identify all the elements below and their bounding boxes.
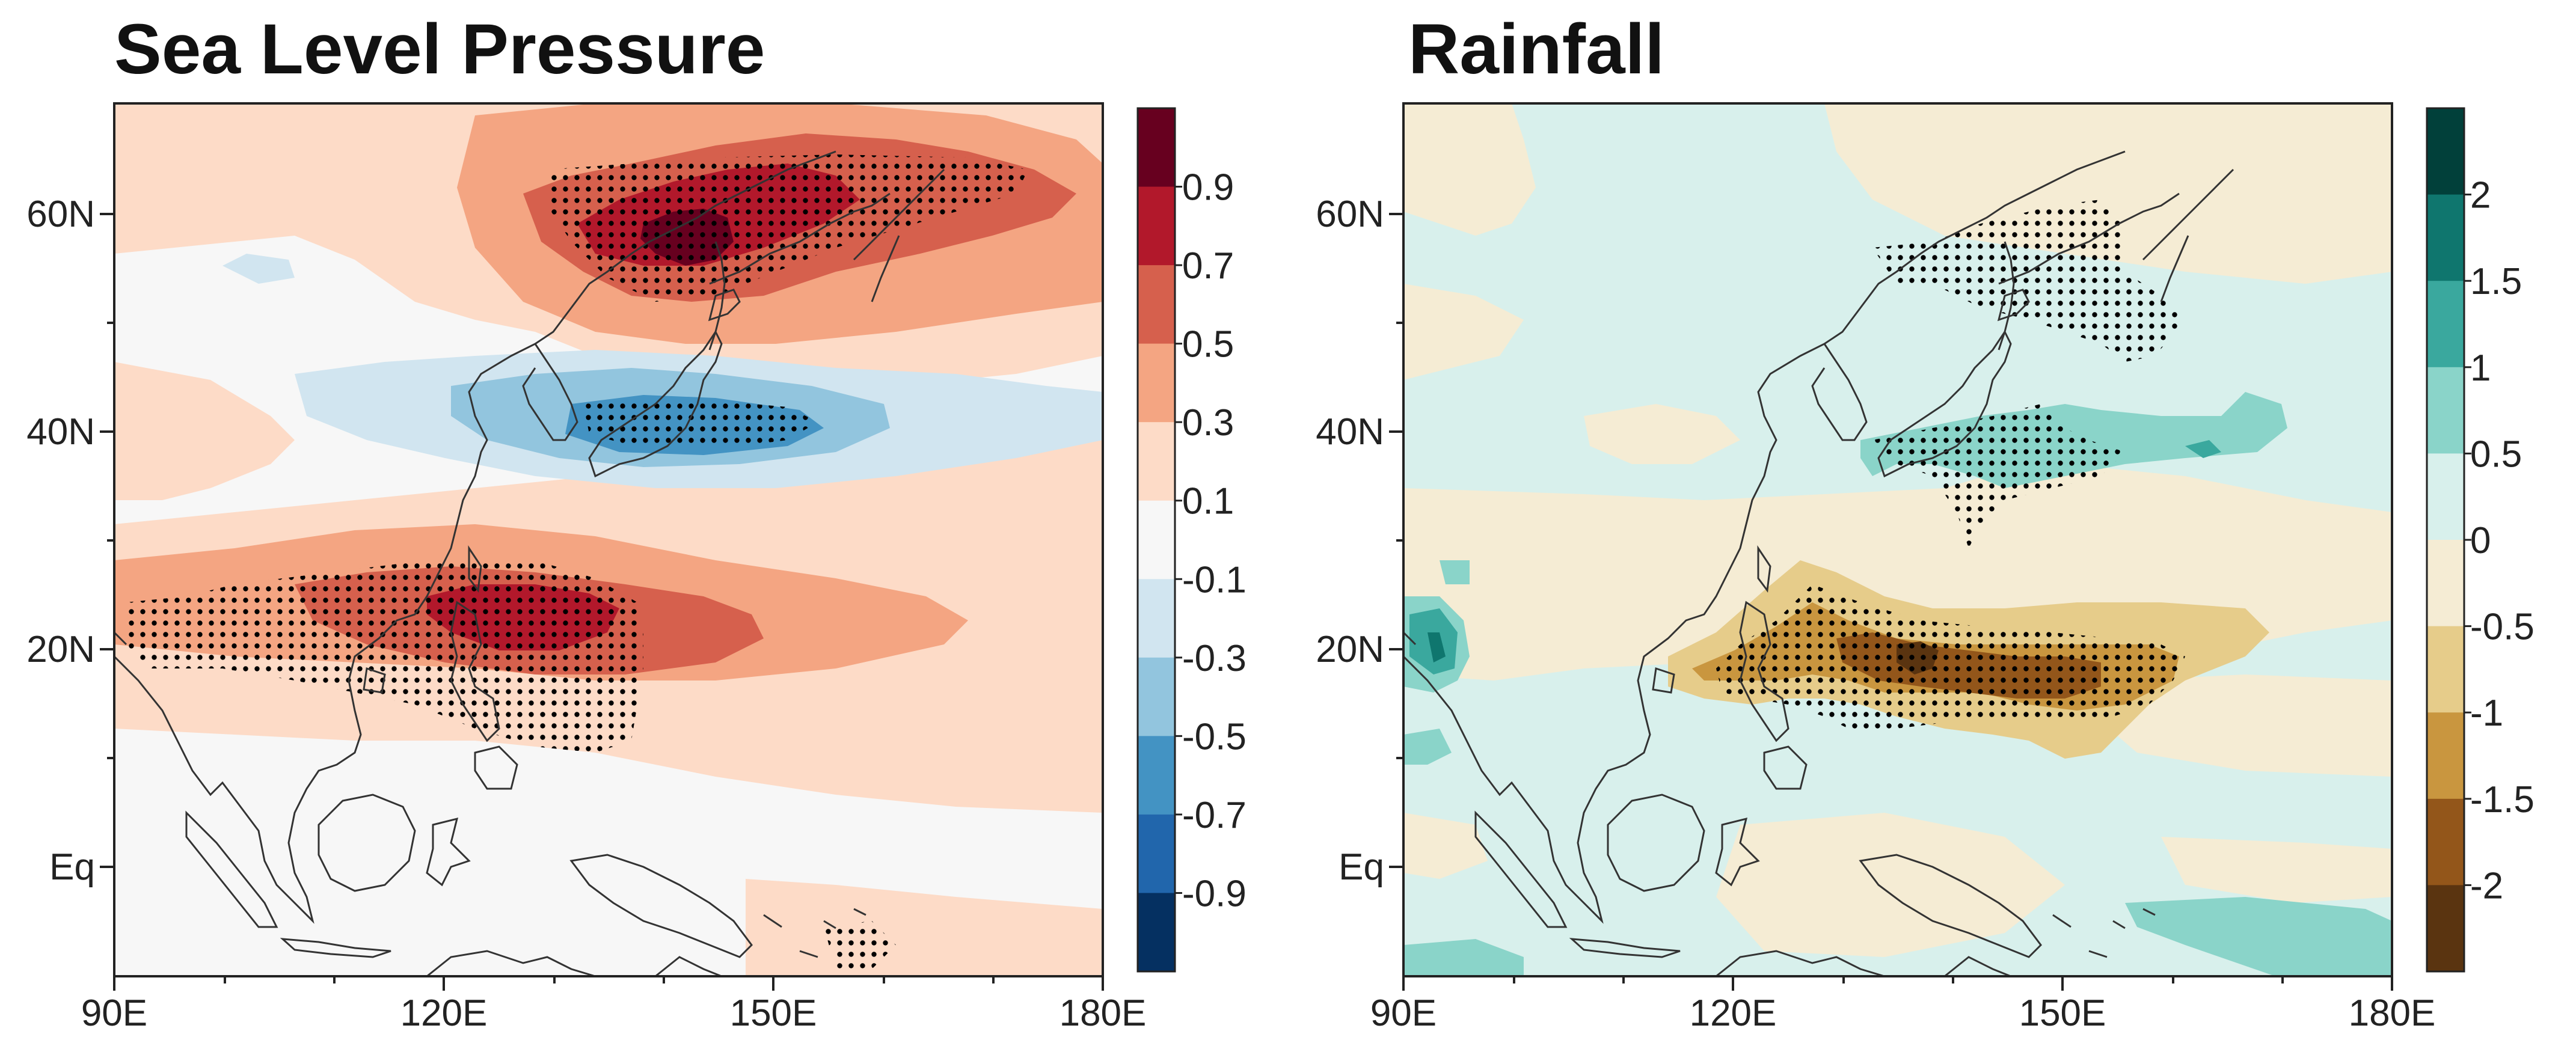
rainfall-colorbar-label: -2: [2470, 865, 2503, 907]
slp-xtick-150e: 150E: [730, 992, 817, 1034]
rainfall-xtick-180e: 180E: [2349, 992, 2436, 1034]
slp-colorbar-swatch: [1138, 814, 1175, 893]
slp-colorbar-swatch: [1138, 186, 1175, 266]
slp-colorbar-label: -0.1: [1182, 559, 1247, 601]
slp-colorbar-swatch: [1138, 736, 1175, 815]
slp-xtick-180e: 180E: [1060, 992, 1147, 1034]
slp-xtick-90e: 90E: [81, 992, 147, 1034]
slp-colorbar-label: 0.3: [1182, 402, 1234, 444]
slp-map: [114, 103, 1103, 976]
rainfall-colorbar-swatch: [2427, 540, 2464, 627]
panel-title-slp: Sea Level Pressure: [114, 10, 765, 89]
slp-colorbar-swatch: [1138, 265, 1175, 344]
rainfall-colorbar-swatch: [2427, 798, 2464, 885]
slp-colorbar-label: -0.5: [1182, 716, 1247, 757]
rainfall-colorbar-label: 1.5: [2470, 261, 2522, 302]
rainfall-ytick-20n: 20N: [1316, 629, 1384, 670]
rainfall-colorbar-label: -1.5: [2470, 779, 2535, 821]
slp-colorbar-label: 0.9: [1182, 167, 1234, 209]
slp-ytick-60n: 60N: [26, 194, 95, 235]
slp-colorbar-label: 0.7: [1182, 245, 1234, 287]
rainfall-xtick-150e: 150E: [2019, 992, 2106, 1034]
rainfall-colorbar-swatch: [2427, 885, 2464, 972]
panel-title-rainfall: Rainfall: [1408, 10, 1665, 89]
rainfall-colorbar-swatch: [2427, 194, 2464, 281]
slp-colorbar-label: -0.9: [1182, 873, 1247, 914]
rainfall-colorbar-swatch: [2427, 453, 2464, 540]
rainfall-colorbar-label: 2: [2470, 175, 2491, 216]
slp-colorbar-label: -0.7: [1182, 795, 1247, 836]
rainfall-ytick-40n: 40N: [1316, 411, 1384, 453]
slp-xtick-120e: 120E: [400, 992, 488, 1034]
rainfall-xtick-90e: 90E: [1370, 992, 1437, 1034]
rainfall-colorbar-label: 0: [2470, 520, 2491, 561]
rainfall-colorbar-label: -0.5: [2470, 607, 2535, 648]
slp-ytick-20n: 20N: [26, 629, 95, 670]
rainfall-ytick-eq: Eq: [1339, 846, 1384, 888]
slp-colorbar-labels: 0.9 0.7 0.5 0.3 0.1 -0.1 -0.3 -0.5 -0.7 -0.9: [1175, 167, 1247, 914]
slp-colorbar-swatch: [1138, 108, 1175, 188]
slp-ytick-eq: Eq: [49, 846, 95, 888]
rainfall-colorbar-swatch: [2427, 712, 2464, 800]
slp-colorbar-label: 0.1: [1182, 481, 1234, 522]
slp-colorbar-label: -0.3: [1182, 638, 1247, 679]
rainfall-colorbar-label: 0.5: [2470, 433, 2522, 475]
slp-ytick-40n: 40N: [26, 411, 95, 453]
rainfall-colorbar-swatch: [2427, 281, 2464, 368]
slp-colorbar-swatch: [1138, 893, 1175, 972]
slp-axis-ticks: [100, 213, 1104, 991]
slp-colorbar-label: 0.5: [1182, 324, 1234, 365]
rainfall-colorbar-swatch: [2427, 626, 2464, 713]
rainfall-axis-ticks: [1389, 213, 2393, 991]
slp-colorbar-swatch: [1138, 500, 1175, 580]
slp-colorbar-swatch: [1138, 343, 1175, 423]
rainfall-colorbar-swatch: [2427, 108, 2464, 195]
rainfall-colorbar-label: 1: [2470, 347, 2491, 389]
rainfall-colorbar-label: -1: [2470, 693, 2503, 734]
rainfall-xtick-120e: 120E: [1690, 992, 1777, 1034]
rainfall-colorbar-labels: 2 1.5 1 0.5 0 -0.5 -1 -1.5 -2: [2464, 175, 2535, 907]
rainfall-colorbar: [2426, 107, 2465, 973]
rainfall-map: [1403, 103, 2392, 976]
rainfall-colorbar-swatch: [2427, 367, 2464, 454]
slp-colorbar-swatch: [1138, 579, 1175, 658]
slp-colorbar-frame: [1136, 107, 1176, 973]
slp-colorbar: [1136, 107, 1176, 973]
rainfall-ytick-60n: 60N: [1316, 194, 1384, 235]
slp-colorbar-swatch: [1138, 657, 1175, 736]
slp-colorbar-swatch: [1138, 422, 1175, 501]
